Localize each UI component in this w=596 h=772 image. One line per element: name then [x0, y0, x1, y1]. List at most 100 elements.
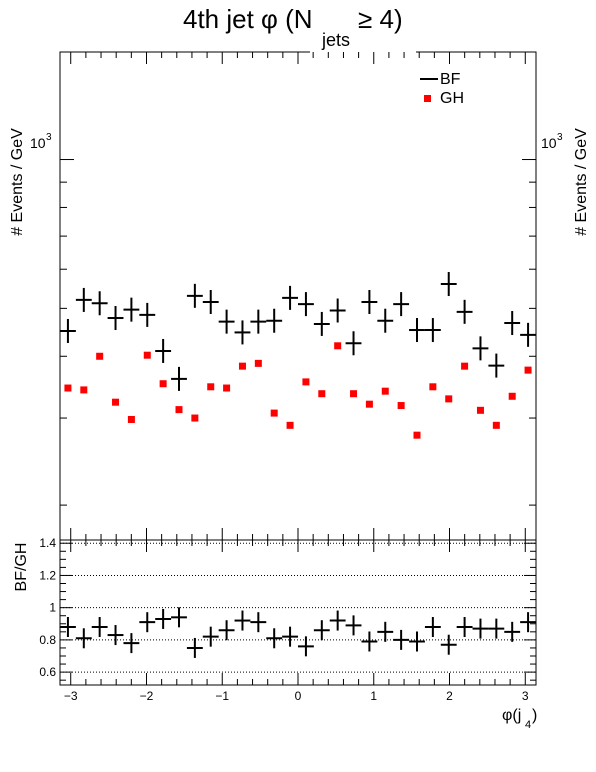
- gh-point: [397, 402, 405, 410]
- bf-point: [266, 308, 283, 333]
- y-axis-title-right: # Events / GeV: [573, 128, 590, 236]
- bf-point: [329, 298, 346, 323]
- ratio-y-axis-title: BF/GH: [13, 543, 30, 592]
- legend-gh-label: GH: [440, 90, 464, 107]
- bf-point: [155, 338, 172, 363]
- bf-point: [345, 331, 362, 356]
- ratio-point: [234, 610, 251, 631]
- bf-point: [456, 299, 473, 324]
- y-tick-label-1000-left: 10 3: [30, 132, 52, 151]
- gh-point: [175, 406, 183, 414]
- chart-title: 4th jet φ (N jets ≥ 4): [183, 4, 403, 50]
- gh-series: [64, 342, 532, 439]
- ratio-panel-frame: [59, 539, 537, 686]
- gh-point: [334, 342, 342, 350]
- bf-point: [472, 336, 489, 361]
- bf-point: [123, 297, 140, 322]
- gh-point: [238, 362, 246, 370]
- bf-point: [91, 291, 108, 316]
- gh-point: [476, 406, 484, 414]
- title-tail: ≥ 4): [358, 4, 403, 34]
- ratio-point: [456, 617, 473, 637]
- x-tick-label: −1: [215, 689, 229, 703]
- bf-point: [107, 306, 124, 331]
- ratio-point: [393, 629, 410, 650]
- bf-series: [59, 272, 537, 391]
- ratio-point: [377, 621, 394, 642]
- gh-point: [350, 390, 358, 398]
- ratio-y-tick-labels: 0.6 0.8 1 1.2 1.4: [39, 536, 56, 679]
- gh-point: [429, 383, 437, 391]
- bf-point: [139, 302, 156, 327]
- gh-point: [191, 414, 199, 422]
- x-tick-label: −2: [140, 689, 154, 703]
- ratio-point: [424, 617, 441, 637]
- gh-point: [96, 352, 104, 360]
- gh-point: [127, 415, 135, 423]
- bf-point: [59, 318, 76, 343]
- legend: BF GH: [420, 71, 464, 107]
- y-tick-label-1000-right: 10 3: [541, 132, 563, 151]
- ratio-point: [59, 617, 76, 637]
- x-tick-label: 1: [370, 689, 377, 703]
- x-tick-label: 0: [295, 689, 302, 703]
- bf-point: [313, 311, 330, 336]
- gh-point: [445, 395, 453, 403]
- bf-point: [297, 292, 314, 317]
- ratio-point: [520, 612, 537, 633]
- gh-point: [254, 359, 262, 367]
- bf-point: [171, 366, 187, 391]
- gh-point: [461, 362, 469, 370]
- gh-point: [64, 384, 72, 392]
- ratio-point: [282, 626, 299, 647]
- legend-bf-label: BF: [440, 71, 461, 88]
- title-main: 4th jet φ (N: [183, 4, 313, 34]
- bf-point: [409, 318, 425, 343]
- gh-point: [80, 386, 88, 394]
- ratio-y-tick-label: 1.2: [39, 568, 56, 582]
- ratio-point: [329, 610, 346, 631]
- gh-point: [112, 398, 120, 406]
- title-subscript: jets: [321, 30, 350, 50]
- ratio-point: [313, 620, 330, 641]
- ratio-point: [218, 620, 235, 641]
- gh-point: [524, 366, 532, 374]
- ratio-point: [409, 631, 425, 652]
- gh-point: [223, 384, 231, 392]
- ratio-point: [361, 631, 378, 652]
- ratio-point: [107, 625, 124, 646]
- bf-point: [488, 353, 505, 378]
- ratio-point: [266, 628, 283, 649]
- ratio-point: [440, 634, 457, 655]
- bf-point: [250, 309, 267, 334]
- x-axis-title: φ(j 4 ): [502, 707, 537, 731]
- bf-point: [234, 320, 251, 345]
- bf-point: [440, 272, 457, 297]
- ratio-point: [345, 615, 362, 636]
- ratio-point: [297, 636, 314, 657]
- legend-gh-marker: [424, 95, 431, 102]
- ratio-point: [488, 618, 505, 639]
- gh-point: [159, 380, 167, 388]
- ratio-point: [472, 618, 489, 639]
- svg-text:10: 10: [30, 135, 46, 151]
- svg-text:): ): [532, 707, 537, 724]
- bf-point: [75, 287, 92, 312]
- gh-point: [270, 409, 278, 417]
- ratio-point: [123, 633, 140, 654]
- bf-point: [520, 322, 537, 347]
- top-axis-ticks: [60, 52, 536, 540]
- gh-point: [302, 378, 310, 386]
- ratio-point: [250, 612, 267, 633]
- ratio-point: [171, 607, 187, 628]
- x-tick-label: 3: [522, 689, 529, 703]
- ratio-axis-ticks: [60, 540, 536, 685]
- ratio-y-tick-label: 0.6: [39, 665, 56, 679]
- svg-text:φ(j: φ(j: [502, 707, 521, 724]
- bf-point: [282, 285, 299, 310]
- top-panel-frame: [59, 51, 537, 541]
- gh-point: [318, 390, 326, 398]
- x-tick-label: −3: [64, 689, 78, 703]
- svg-text:10: 10: [541, 135, 557, 151]
